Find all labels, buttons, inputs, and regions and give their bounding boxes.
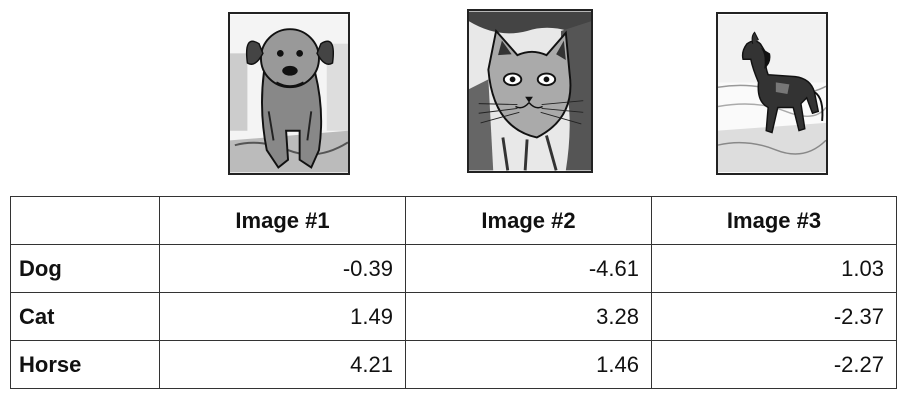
header-row: Image #1 Image #2 Image #3 xyxy=(10,196,897,245)
column-header-image-2: Image #2 xyxy=(405,196,652,245)
dog-photo-icon xyxy=(230,14,348,173)
image-strip xyxy=(0,0,904,196)
score-cell: -0.39 xyxy=(159,244,406,293)
corner-cell xyxy=(10,196,160,245)
column-header-image-3: Image #3 xyxy=(651,196,897,245)
score-cell: -4.61 xyxy=(405,244,652,293)
horse-image xyxy=(716,12,828,175)
cat-image xyxy=(467,9,593,173)
row-label-horse: Horse xyxy=(10,340,160,389)
table-row-cat: Cat 1.49 3.28 -2.37 xyxy=(10,292,897,341)
table-row-dog: Dog -0.39 -4.61 1.03 xyxy=(10,244,897,293)
column-header-image-1: Image #1 xyxy=(159,196,406,245)
score-cell: 1.03 xyxy=(651,244,897,293)
class-scores-table: Image #1 Image #2 Image #3 Dog -0.39 -4.… xyxy=(10,196,897,389)
dog-image xyxy=(228,12,350,175)
score-cell: -2.27 xyxy=(651,340,897,389)
score-cell: 1.49 xyxy=(159,292,406,341)
score-cell: 3.28 xyxy=(405,292,652,341)
row-label-cat: Cat xyxy=(10,292,160,341)
score-cell: 4.21 xyxy=(159,340,406,389)
cat-photo-icon xyxy=(469,11,591,171)
score-cell: 1.46 xyxy=(405,340,652,389)
row-label-dog: Dog xyxy=(10,244,160,293)
table-row-horse: Horse 4.21 1.46 -2.27 xyxy=(10,340,897,389)
score-cell: -2.37 xyxy=(651,292,897,341)
horse-photo-icon xyxy=(718,14,826,173)
